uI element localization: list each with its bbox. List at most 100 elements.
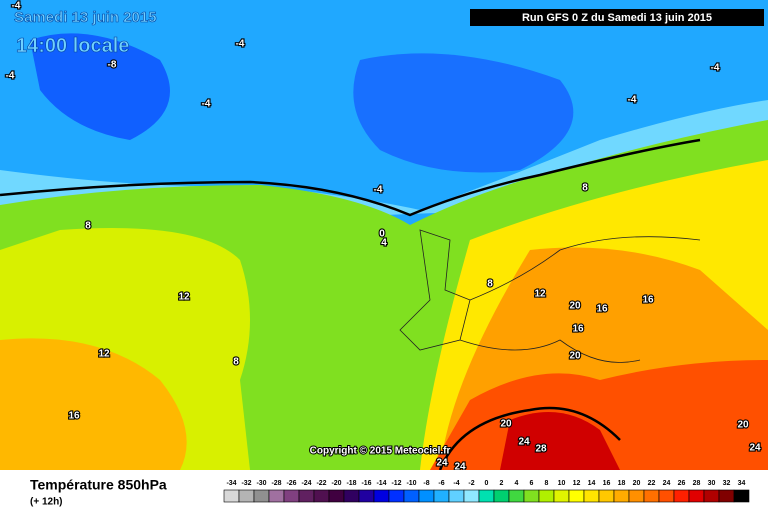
color-scale: -34 -32 -30 -28 -26 -24 -22 -20 -18 -16 -14 -12 -10-… (223, 480, 750, 503)
contour-label: 12 (534, 289, 546, 300)
scale-swatch (598, 489, 615, 503)
scale-swatch (358, 489, 375, 503)
scale-label: -6 (438, 480, 444, 487)
scale-swatch (433, 489, 450, 503)
scale-swatch (523, 489, 540, 503)
scale-swatch (238, 489, 255, 503)
scale-swatch (388, 489, 405, 503)
scale-swatch (718, 489, 735, 503)
scale-swatch (673, 489, 690, 503)
map-time: 14:00 locale (16, 35, 129, 57)
scale-label: 0 (485, 480, 489, 487)
scale-swatch (703, 489, 720, 503)
scale-swatch (268, 489, 285, 503)
scale-label: -22 (316, 480, 326, 487)
contour-label: -4 (711, 63, 720, 74)
scale-swatch (403, 489, 420, 503)
run-box (470, 9, 764, 26)
scale-swatch (613, 489, 630, 503)
isotherm (438, 406, 621, 471)
scale-label: -32 (241, 480, 251, 487)
scale-swatch (688, 489, 705, 503)
contour-label: 20 (569, 351, 581, 362)
contour-label: 16 (68, 411, 80, 422)
contour-label: 24 (518, 437, 530, 448)
contour-label: 20 (500, 419, 512, 430)
scale-swatch (343, 489, 360, 503)
scale-label: 28 (693, 480, 701, 487)
contour-label: 4 (381, 238, 387, 249)
contour-label: -4 (12, 1, 21, 12)
scale-swatch (418, 489, 435, 503)
scale-swatch (283, 489, 300, 503)
scale-swatch (583, 489, 600, 503)
scale-label: 14 (588, 480, 596, 487)
scale-swatch (313, 489, 330, 503)
scale-swatch (493, 489, 510, 503)
scale-label: 8 (545, 480, 549, 487)
map: -4 -8 -4 -4 -4 -4 -4 -4 0 4 8 8 12 12 8 … (0, 0, 768, 474)
scale-swatch (448, 489, 465, 503)
scale-label: -4 (453, 480, 459, 487)
scale-swatch (508, 489, 525, 503)
scale-label: -2 (468, 480, 474, 487)
scale-label: 2 (500, 480, 504, 487)
copyright: Copyright © 2015 Meteociel.fr (310, 446, 451, 457)
contour-label: 16 (572, 324, 584, 335)
scale-label: -24 (301, 480, 311, 487)
scale-label: 4 (515, 480, 519, 487)
run-info: Run GFS 0 Z du Samedi 13 juin 2015 (522, 12, 712, 24)
scale-swatch (628, 489, 645, 503)
contour-label: -4 (374, 185, 383, 196)
scale-label: -30 (256, 480, 266, 487)
contour-label: 24 (749, 443, 761, 454)
contour-label: 8 (85, 221, 91, 232)
contour-label: 20 (737, 420, 749, 431)
contour-label: 8 (233, 357, 239, 368)
scale-swatch (373, 489, 390, 503)
scale-label: 26 (678, 480, 686, 487)
hot-zone (0, 338, 187, 470)
contour-label: -4 (628, 95, 637, 106)
scale-label: 30 (708, 480, 716, 487)
scale-label: 16 (603, 480, 611, 487)
scale-label: 6 (530, 480, 534, 487)
cold-core (30, 33, 170, 141)
contour-label: 12 (98, 349, 110, 360)
border (459, 236, 701, 363)
scale-label: -10 (406, 480, 416, 487)
contour-label: 28 (535, 444, 547, 455)
contour-label: -8 (108, 60, 117, 71)
scale-swatch (643, 489, 660, 503)
extreme-zone (500, 412, 620, 470)
contour-label: 24 (436, 458, 448, 469)
scale-label: 18 (618, 480, 626, 487)
scale-swatch (298, 489, 315, 503)
scale-swatch (478, 489, 495, 503)
contour-label: 0 (379, 229, 385, 240)
scale-swatch (538, 489, 555, 503)
lead-time: (+ 12h) (30, 497, 63, 508)
scale-label: 12 (573, 480, 581, 487)
scale-label: -34 (226, 480, 236, 487)
contour-label: 12 (178, 292, 190, 303)
scale-swatch (463, 489, 480, 503)
contour-label: 20 (569, 301, 581, 312)
contour-label: -4 (236, 39, 245, 50)
parameter: Température 850hPa (30, 477, 167, 493)
scale-swatch (658, 489, 675, 503)
scale-swatch (568, 489, 585, 503)
scale-label: -18 (346, 480, 356, 487)
contour-label: -4 (6, 71, 15, 82)
scale-label: 24 (663, 480, 671, 487)
scale-swatch (253, 489, 270, 503)
scale-label: -16 (361, 480, 371, 487)
scale-label: -20 (331, 480, 341, 487)
scale-label: -14 (376, 480, 386, 487)
scale-swatch (223, 489, 240, 503)
scale-label: 34 (738, 480, 746, 487)
scale-label: -8 (423, 480, 429, 487)
cold-core (353, 53, 574, 173)
scale-swatch (733, 489, 750, 503)
